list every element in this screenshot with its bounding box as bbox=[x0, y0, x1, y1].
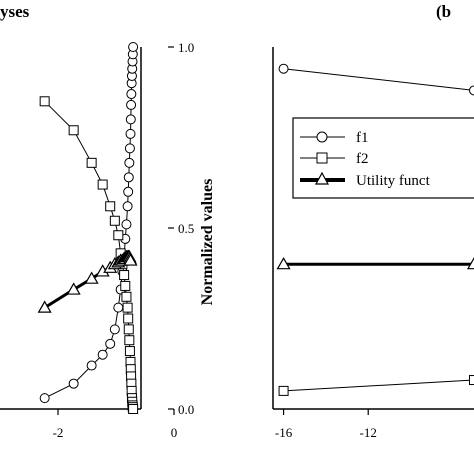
left-y-tick-label: 0.5 bbox=[178, 221, 194, 236]
left-point-triangle bbox=[37, 300, 52, 313]
right-x-tick-label: -16 bbox=[275, 425, 293, 440]
left-point-circle bbox=[123, 172, 134, 183]
left-point-circle bbox=[124, 143, 135, 154]
right-point-triangle bbox=[466, 256, 474, 270]
legend-label-utility: Utility funct bbox=[356, 173, 431, 189]
left-point-triangle bbox=[123, 253, 138, 266]
right-point-square bbox=[278, 385, 289, 396]
left-point-square bbox=[105, 201, 116, 212]
left-point-circle bbox=[121, 219, 132, 230]
right-series-line-circle bbox=[283, 68, 474, 91]
y-axis-label: Normalized values bbox=[199, 179, 216, 306]
left-point-square bbox=[128, 404, 139, 414]
left-point-circle bbox=[105, 338, 116, 349]
right-ticks-group: -16 -12 bbox=[275, 409, 377, 440]
left-point-circle bbox=[126, 89, 137, 100]
legend-label-f1: f1 bbox=[356, 130, 369, 146]
right-series-group bbox=[276, 63, 474, 396]
left-point-circle bbox=[68, 378, 79, 389]
left-x-tick-label: 0 bbox=[171, 425, 178, 440]
left-point-circle bbox=[113, 302, 124, 313]
right-x-tick-label: -12 bbox=[360, 425, 377, 440]
right-point-triangle bbox=[276, 256, 291, 270]
right-point-circle bbox=[278, 63, 289, 74]
left-point-square bbox=[124, 346, 135, 357]
left-point-circle bbox=[122, 201, 133, 212]
legend-entry-f1: f1 bbox=[300, 130, 369, 146]
right-plot-area bbox=[272, 47, 474, 410]
legend-circle-icon bbox=[316, 131, 328, 143]
left-point-circle bbox=[97, 349, 108, 360]
left-point-square bbox=[122, 302, 133, 313]
left-ticks-group: -2 00.0 0.5 1.0 bbox=[53, 40, 195, 440]
left-point-circle bbox=[128, 42, 139, 52]
right-point-square bbox=[469, 375, 474, 386]
left-point-square bbox=[113, 230, 124, 241]
left-point-circle bbox=[125, 128, 136, 139]
left-point-square bbox=[121, 291, 132, 302]
left-y-tick-label: 1.0 bbox=[178, 40, 194, 55]
left-point-circle bbox=[39, 393, 50, 404]
left-point-circle bbox=[109, 324, 120, 335]
legend-entry-f2: f2 bbox=[300, 151, 369, 167]
left-point-triangle bbox=[84, 271, 99, 284]
left-series-group bbox=[37, 42, 139, 414]
left-plot-area bbox=[0, 47, 142, 410]
left-point-circle bbox=[124, 157, 135, 168]
left-y-tick-label: 0.0 bbox=[178, 402, 194, 417]
left-series-line-circle bbox=[44, 46, 134, 399]
left-point-circle bbox=[123, 186, 134, 197]
left-point-circle bbox=[126, 99, 137, 110]
left-point-square bbox=[109, 215, 120, 226]
left-x-tick-label: -2 bbox=[53, 425, 64, 440]
right-series-line-square bbox=[283, 379, 474, 392]
left-point-square bbox=[86, 157, 97, 168]
left-point-circle bbox=[125, 114, 136, 125]
legend-triangle-icon bbox=[314, 171, 330, 185]
right-point-circle bbox=[469, 85, 474, 96]
right-panel-title: (b bbox=[436, 2, 451, 21]
left-point-square bbox=[119, 270, 130, 281]
legend-entry-utility: Utility funct bbox=[300, 171, 431, 189]
left-point-square bbox=[123, 324, 134, 335]
left-panel-title: yses bbox=[0, 2, 30, 21]
left-point-triangle bbox=[66, 282, 81, 295]
left-point-square bbox=[123, 313, 134, 324]
left-point-square bbox=[120, 280, 131, 291]
left-point-square bbox=[97, 179, 108, 190]
left-point-circle bbox=[86, 360, 97, 371]
left-point-square bbox=[124, 335, 135, 346]
left-point-square bbox=[39, 96, 50, 107]
left-point-square bbox=[68, 125, 79, 136]
legend-label-f2: f2 bbox=[356, 151, 369, 167]
legend-square-icon bbox=[316, 152, 328, 164]
legend: f1 f2 Utility funct bbox=[292, 117, 474, 199]
